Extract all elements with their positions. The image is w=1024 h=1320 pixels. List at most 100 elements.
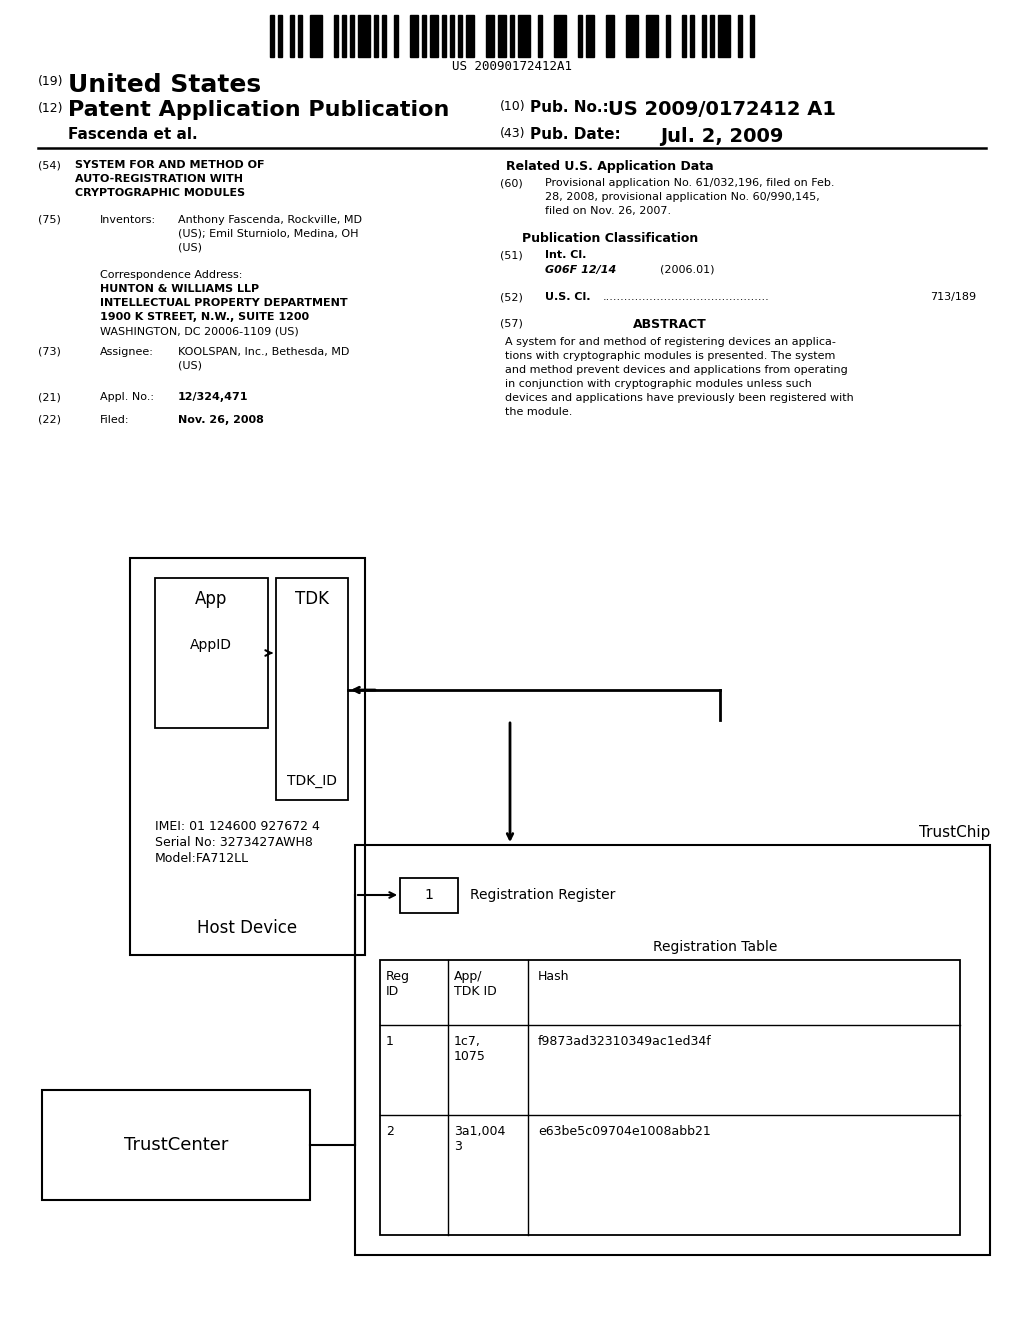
Text: Int. Cl.: Int. Cl. (545, 249, 587, 260)
Text: WASHINGTON, DC 20006-1109 (US): WASHINGTON, DC 20006-1109 (US) (100, 326, 299, 337)
Text: e63be5c09704e1008abb21: e63be5c09704e1008abb21 (538, 1125, 711, 1138)
Text: (57): (57) (500, 318, 523, 327)
Text: (10): (10) (500, 100, 525, 114)
Bar (750, 15, 754, 57)
Text: (US); Emil Sturniolo, Medina, OH: (US); Emil Sturniolo, Medina, OH (178, 228, 358, 239)
Text: 1c7,
1075: 1c7, 1075 (454, 1035, 485, 1063)
Bar (298, 15, 302, 57)
Text: (60): (60) (500, 178, 522, 187)
Text: (54): (54) (38, 160, 60, 170)
Text: (51): (51) (500, 249, 522, 260)
Text: 713/189: 713/189 (930, 292, 976, 302)
Text: Filed:: Filed: (100, 414, 129, 425)
Bar (646, 15, 658, 57)
Bar (394, 15, 398, 57)
Text: INTELLECTUAL PROPERTY DEPARTMENT: INTELLECTUAL PROPERTY DEPARTMENT (100, 298, 347, 308)
Bar (270, 15, 274, 57)
Text: Jul. 2, 2009: Jul. 2, 2009 (660, 127, 783, 147)
Text: devices and applications have previously been registered with: devices and applications have previously… (505, 393, 854, 403)
Text: 3a1,004
3: 3a1,004 3 (454, 1125, 506, 1152)
Bar (606, 15, 614, 57)
Text: (US): (US) (178, 243, 202, 253)
Text: US 20090172412A1: US 20090172412A1 (452, 59, 572, 73)
Text: Fascenda et al.: Fascenda et al. (68, 127, 198, 143)
Bar (702, 15, 706, 57)
Text: (US): (US) (178, 360, 202, 371)
Bar (380, 960, 961, 1236)
Text: CRYPTOGRAPHIC MODULES: CRYPTOGRAPHIC MODULES (75, 187, 245, 198)
Text: US 2009/0172412 A1: US 2009/0172412 A1 (608, 100, 836, 119)
Text: 1900 K STREET, N.W., SUITE 1200: 1900 K STREET, N.W., SUITE 1200 (100, 312, 309, 322)
Text: f9873ad32310349ac1ed34f: f9873ad32310349ac1ed34f (538, 1035, 712, 1048)
Bar (382, 15, 386, 57)
Text: 2: 2 (386, 1125, 394, 1138)
Bar (155, 578, 268, 729)
Bar (342, 15, 346, 57)
Text: TrustChip: TrustChip (919, 825, 990, 840)
Text: United States: United States (68, 73, 261, 96)
Text: Inventors:: Inventors: (100, 215, 156, 224)
Text: TDK: TDK (295, 590, 329, 609)
Text: (52): (52) (500, 292, 523, 302)
Bar (355, 845, 990, 1255)
Text: 1: 1 (425, 888, 433, 902)
Bar (442, 15, 446, 57)
Text: Nov. 26, 2008: Nov. 26, 2008 (178, 414, 264, 425)
Text: Appl. No.:: Appl. No.: (100, 392, 154, 403)
Text: U.S. Cl.: U.S. Cl. (545, 292, 591, 302)
Bar (130, 558, 365, 954)
Text: Pub. No.:: Pub. No.: (530, 100, 608, 115)
Text: Assignee:: Assignee: (100, 347, 154, 356)
Text: tions with cryptographic modules is presented. The system: tions with cryptographic modules is pres… (505, 351, 836, 360)
Bar (538, 15, 542, 57)
Text: Related U.S. Application Data: Related U.S. Application Data (506, 160, 714, 173)
Bar (682, 15, 686, 57)
Text: AppID: AppID (190, 638, 232, 652)
Text: AUTO-REGISTRATION WITH: AUTO-REGISTRATION WITH (75, 174, 243, 183)
Text: Host Device: Host Device (197, 919, 297, 937)
Bar (518, 15, 530, 57)
Bar (334, 15, 338, 57)
Text: Registration Register: Registration Register (470, 888, 615, 902)
Text: Registration Table: Registration Table (653, 940, 777, 954)
Text: (75): (75) (38, 215, 60, 224)
Text: ..............................................: ........................................… (603, 292, 770, 302)
Text: App: App (195, 590, 227, 609)
Text: TrustCenter: TrustCenter (124, 1137, 228, 1154)
Text: HUNTON & WILLIAMS LLP: HUNTON & WILLIAMS LLP (100, 284, 259, 294)
Text: Anthony Fascenda, Rockville, MD: Anthony Fascenda, Rockville, MD (178, 215, 362, 224)
Bar (710, 15, 714, 57)
Bar (350, 15, 354, 57)
Text: 1: 1 (386, 1035, 394, 1048)
Text: IMEI: 01 124600 927672 4: IMEI: 01 124600 927672 4 (155, 820, 319, 833)
Bar (410, 15, 418, 57)
Text: (12): (12) (38, 102, 63, 115)
Text: Provisional application No. 61/032,196, filed on Feb.: Provisional application No. 61/032,196, … (545, 178, 835, 187)
Bar (310, 15, 322, 57)
Bar (278, 15, 282, 57)
Bar (578, 15, 582, 57)
Text: (21): (21) (38, 392, 60, 403)
Text: KOOLSPAN, Inc., Bethesda, MD: KOOLSPAN, Inc., Bethesda, MD (178, 347, 349, 356)
Text: Hash: Hash (538, 970, 569, 983)
Bar (486, 15, 494, 57)
Text: Serial No: 3273427AWH8: Serial No: 3273427AWH8 (155, 836, 313, 849)
Text: Correspondence Address:: Correspondence Address: (100, 271, 243, 280)
Bar (42, 1090, 310, 1200)
Text: (22): (22) (38, 414, 61, 425)
Bar (466, 15, 474, 57)
Bar (290, 15, 294, 57)
Text: 28, 2008, provisional application No. 60/990,145,: 28, 2008, provisional application No. 60… (545, 191, 820, 202)
Bar (358, 15, 370, 57)
Text: (43): (43) (500, 127, 525, 140)
Text: TDK_ID: TDK_ID (287, 774, 337, 788)
Text: the module.: the module. (505, 407, 572, 417)
Text: A system for and method of registering devices an applica-: A system for and method of registering d… (505, 337, 836, 347)
Bar (374, 15, 378, 57)
Text: SYSTEM FOR AND METHOD OF: SYSTEM FOR AND METHOD OF (75, 160, 264, 170)
Text: App/
TDK ID: App/ TDK ID (454, 970, 497, 998)
Text: Publication Classification: Publication Classification (522, 232, 698, 246)
Text: and method prevent devices and applications from operating: and method prevent devices and applicati… (505, 366, 848, 375)
Bar (666, 15, 670, 57)
Bar (510, 15, 514, 57)
